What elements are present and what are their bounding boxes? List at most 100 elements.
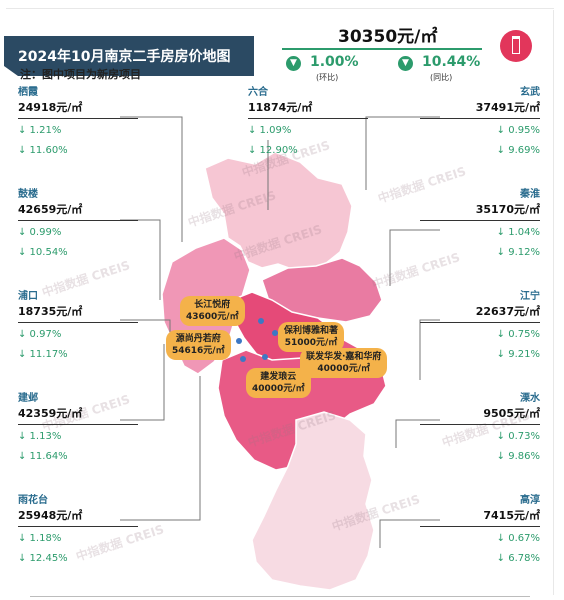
district-price: 37491元/㎡ [475, 101, 540, 114]
project-price: 40000元/㎡ [317, 364, 371, 374]
district-yoy: ↓ 9.86% [496, 451, 540, 462]
district-yoy: ↓ 12.45% [18, 553, 68, 564]
district-yoy: ↓ 11.60% [18, 145, 68, 156]
district-name: 秦淮 [520, 189, 540, 200]
district-mom: ↓ 1.18% [18, 533, 62, 544]
district-card-yuhuatai: 雨花台 25948元/㎡ ↓ 1.18% ↓ 12.45% [18, 494, 138, 567]
district-mom: ↓ 1.21% [18, 125, 62, 136]
district-name: 高淳 [520, 495, 540, 506]
district-name: 浦口 [18, 291, 38, 302]
district-card-pukou: 浦口 18735元/㎡ ↓ 0.97% ↓ 11.17% [18, 290, 138, 363]
project-name: 联发华发·嘉和华府 [306, 352, 382, 362]
project-tag-p5: 建发琅云 40000元/㎡ [246, 368, 311, 398]
divider-line [282, 48, 482, 50]
divider-line [420, 526, 540, 527]
frame-right-border [553, 10, 554, 595]
district-card-qinhuai: 秦淮 35170元/㎡ ↓ 1.04% ↓ 9.12% [420, 188, 540, 261]
district-name: 溧水 [520, 393, 540, 404]
city-average-price: 30350元/㎡ [338, 27, 438, 47]
project-marker [258, 318, 264, 324]
frame-top-border [6, 8, 554, 9]
district-card-liuhe: 六合 11874元/㎡ ↓ 1.09% ↓ 12.90% [248, 86, 368, 159]
project-price: 51000元/㎡ [284, 338, 338, 348]
district-mom: ↓ 0.67% [496, 533, 540, 544]
yoy-change-value: 10.44% [422, 54, 481, 70]
project-price: 40000元/㎡ [252, 384, 305, 394]
project-tag-p3: 源尚丹若府 54616元/㎡ [166, 330, 231, 360]
district-mom: ↓ 1.09% [248, 125, 292, 136]
district-name: 玄武 [520, 87, 540, 98]
project-name: 源尚丹若府 [175, 334, 221, 344]
divider-line [420, 220, 540, 221]
district-mom: ↓ 1.13% [18, 431, 62, 442]
district-yoy: ↓ 10.54% [18, 247, 68, 258]
title-banner: 2024年10月南京二手房房价地图 [4, 36, 254, 76]
district-mom: ↓ 1.04% [496, 227, 540, 238]
district-price: 9505元/㎡ [483, 407, 540, 420]
district-price: 11874元/㎡ [248, 101, 313, 114]
project-name: 长江悦府 [194, 300, 231, 310]
district-price: 18735元/㎡ [18, 305, 83, 318]
building-icon [512, 36, 520, 54]
district-price: 42659元/㎡ [18, 203, 83, 216]
district-name: 鼓楼 [18, 189, 38, 200]
project-marker [262, 354, 268, 360]
district-name: 六合 [248, 87, 268, 98]
district-card-xuanwu: 玄武 37491元/㎡ ↓ 0.95% ↓ 9.69% [420, 86, 540, 159]
divider-line [248, 118, 368, 119]
divider-line [18, 322, 138, 323]
district-card-qixia: 栖霞 24918元/㎡ ↓ 1.21% ↓ 11.60% [18, 86, 138, 159]
project-tag-p2: 保利博雅和著 51000元/㎡ [278, 322, 345, 352]
district-mom: ↓ 0.95% [496, 125, 540, 136]
district-name: 栖霞 [18, 87, 38, 98]
district-price: 35170元/㎡ [475, 203, 540, 216]
project-name: 建发琅云 [260, 372, 297, 382]
district-yoy: ↓ 9.21% [496, 349, 540, 360]
district-mom: ↓ 0.75% [496, 329, 540, 340]
district-card-gulou: 鼓楼 42659元/㎡ ↓ 0.99% ↓ 10.54% [18, 188, 138, 261]
project-tag-p1: 长江悦府 43600元/㎡ [180, 296, 245, 326]
mom-change-label: (环比) [316, 73, 339, 82]
district-card-lishui: 溧水 9505元/㎡ ↓ 0.73% ↓ 9.86% [420, 392, 540, 465]
district-price: 42359元/㎡ [18, 407, 83, 420]
divider-line [18, 220, 138, 221]
project-price: 54616元/㎡ [172, 346, 225, 356]
down-arrow-icon: ▼ [286, 56, 301, 71]
district-yoy: ↓ 11.17% [18, 349, 68, 360]
divider-line [420, 424, 540, 425]
map-note: 注：图中项目为新房项目 [20, 68, 141, 81]
divider-line [18, 118, 138, 119]
frame-bottom-border [30, 596, 530, 597]
district-yoy: ↓ 11.64% [18, 451, 68, 462]
district-price: 7415元/㎡ [483, 509, 540, 522]
page-title: 2024年10月南京二手房房价地图 [18, 49, 231, 65]
map-region-liuhe [204, 151, 353, 273]
district-yoy: ↓ 9.69% [496, 145, 540, 156]
down-arrow-icon: ▼ [398, 56, 413, 71]
project-name: 保利博雅和著 [284, 326, 339, 336]
map-region-south [251, 411, 375, 591]
project-tag-p4: 联发华发·嘉和华府 40000元/㎡ [300, 348, 388, 378]
leader-lines [120, 116, 440, 548]
district-yoy: ↓ 9.12% [496, 247, 540, 258]
district-name: 江宁 [520, 291, 540, 302]
yoy-change-label: (同比) [430, 73, 453, 82]
district-mom: ↓ 0.73% [496, 431, 540, 442]
project-marker [272, 330, 278, 336]
project-marker [236, 338, 242, 344]
district-price: 25948元/㎡ [18, 509, 83, 522]
project-marker [240, 356, 246, 362]
divider-line [420, 118, 540, 119]
district-name: 建邺 [18, 393, 38, 404]
district-price: 22637元/㎡ [475, 305, 540, 318]
divider-line [18, 526, 138, 527]
district-card-gaochun: 高淳 7415元/㎡ ↓ 0.67% ↓ 6.78% [420, 494, 540, 567]
brand-logo [500, 30, 532, 62]
district-mom: ↓ 0.99% [18, 227, 62, 238]
district-card-jiangning: 江宁 22637元/㎡ ↓ 0.75% ↓ 9.21% [420, 290, 540, 363]
divider-line [18, 424, 138, 425]
district-name: 雨花台 [18, 495, 48, 506]
district-price: 24918元/㎡ [18, 101, 83, 114]
district-mom: ↓ 0.97% [18, 329, 62, 340]
